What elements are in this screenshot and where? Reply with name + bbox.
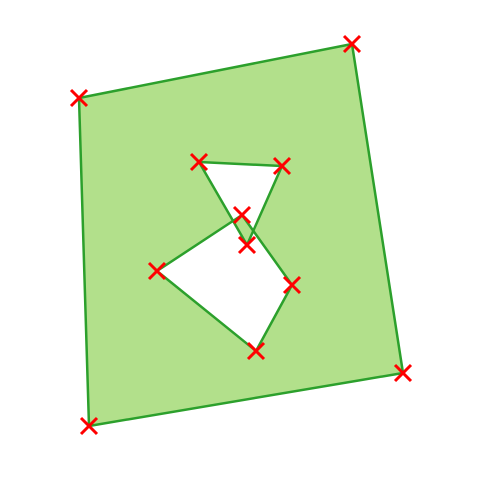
hole1-vertex-1-marker — [189, 152, 209, 172]
hole2-vertex-1-marker — [232, 205, 252, 225]
polygon-with-holes — [79, 44, 403, 426]
vertex-markers — [69, 34, 413, 436]
hole1-vertex-3-marker — [237, 235, 257, 255]
hole-1-outline — [197, 160, 284, 247]
hole2-vertex-4-marker — [147, 261, 167, 281]
outer-vertex-3-marker — [393, 363, 413, 383]
hole2-vertex-3-marker — [246, 341, 266, 361]
outer-vertex-2-marker — [342, 34, 362, 54]
hole2-vertex-2-marker — [282, 275, 302, 295]
outer-vertex-1-marker — [69, 88, 89, 108]
outer-vertex-4-marker — [79, 416, 99, 436]
hole1-vertex-2-marker — [272, 156, 292, 176]
